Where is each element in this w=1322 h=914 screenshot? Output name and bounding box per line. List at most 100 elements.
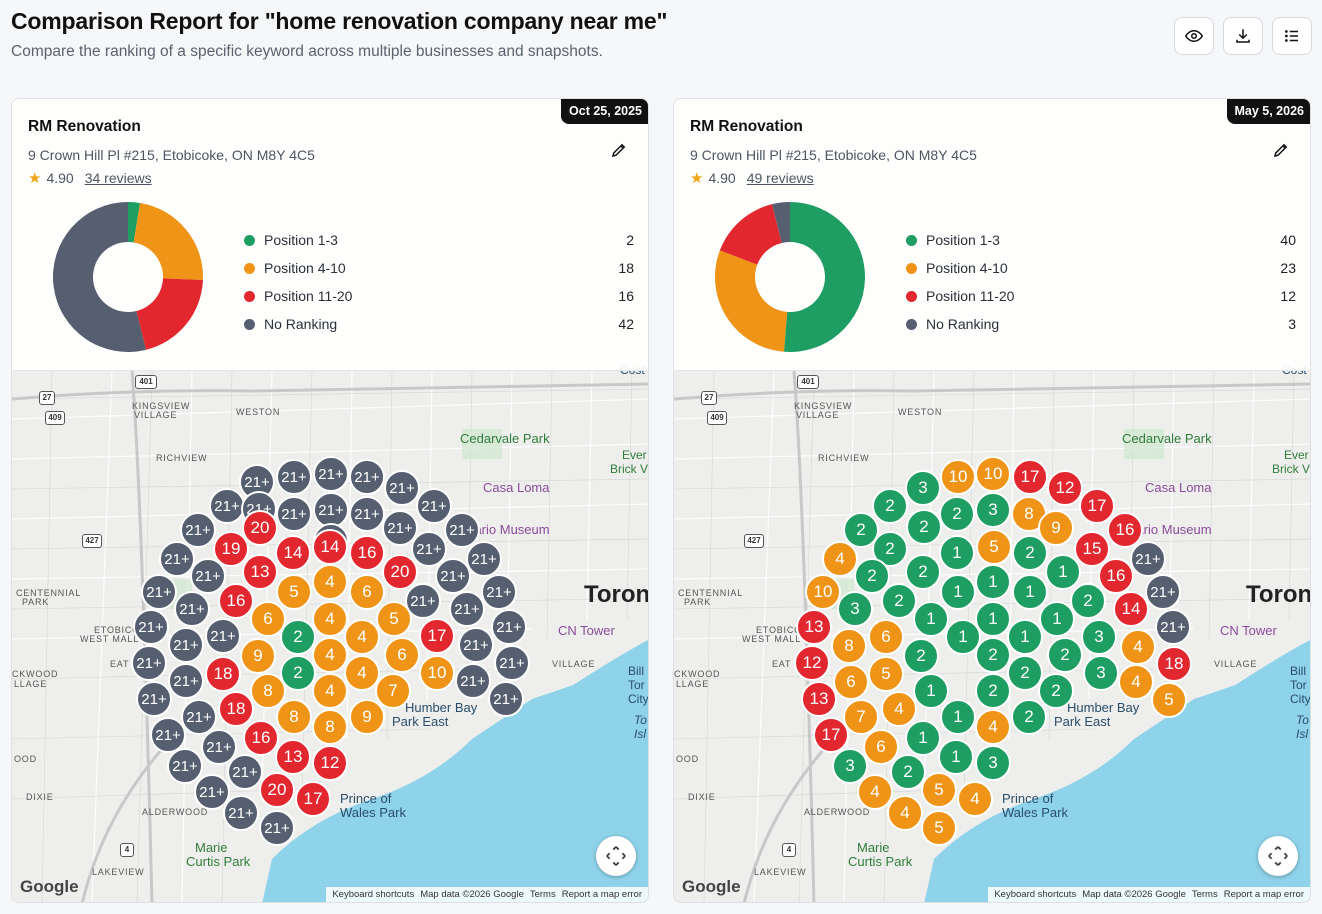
grid-rank-pin[interactable]: 2 <box>1012 535 1048 571</box>
grid-rank-pin[interactable]: 8 <box>312 709 348 745</box>
grid-rank-pin[interactable]: 1 <box>1007 619 1043 655</box>
grid-rank-pin[interactable]: 4 <box>975 709 1011 745</box>
grid-rank-pin[interactable]: 1 <box>1012 574 1048 610</box>
grid-rank-pin[interactable]: 2 <box>1038 673 1074 709</box>
grid-rank-pin[interactable]: 21+ <box>1145 574 1181 610</box>
grid-rank-pin[interactable]: 1 <box>905 720 941 756</box>
grid-rank-pin[interactable]: 6 <box>384 637 420 673</box>
grid-rank-pin[interactable]: 5 <box>921 772 957 808</box>
grid-rank-pin[interactable]: 21+ <box>194 774 230 810</box>
grid-rank-pin[interactable]: 18 <box>1156 646 1192 682</box>
grid-rank-pin[interactable]: 21+ <box>168 663 204 699</box>
report-error-link[interactable]: Report a map error <box>561 889 642 900</box>
grid-rank-pin[interactable]: 21+ <box>227 754 263 790</box>
grid-rank-pin[interactable]: 10 <box>419 655 455 691</box>
grid-rank-pin[interactable]: 16 <box>218 583 254 619</box>
grid-rank-pin[interactable]: 21+ <box>180 512 216 548</box>
grid-rank-pin[interactable]: 21+ <box>449 591 485 627</box>
grid-rank-pin[interactable]: 16 <box>1107 512 1143 548</box>
grid-rank-pin[interactable]: 2 <box>872 488 908 524</box>
grid-rank-pin[interactable]: 21+ <box>435 558 471 594</box>
grid-rank-pin[interactable]: 13 <box>801 681 837 717</box>
grid-rank-pin[interactable]: 21+ <box>416 488 452 524</box>
grid-rank-pin[interactable]: 4 <box>312 564 348 600</box>
grid-rank-pin[interactable]: 4 <box>344 619 380 655</box>
grid-rank-pin[interactable]: 17 <box>1012 459 1048 495</box>
grid-rank-pin[interactable]: 9 <box>240 638 276 674</box>
grid-rank-pin[interactable]: 1 <box>939 535 975 571</box>
grid-rank-pin[interactable]: 5 <box>921 810 957 846</box>
grid-rank-pin[interactable]: 18 <box>218 691 254 727</box>
grid-rank-pin[interactable]: 21+ <box>384 470 420 506</box>
grid-rank-pin[interactable]: 21+ <box>136 681 172 717</box>
grid-rank-pin[interactable]: 21+ <box>181 699 217 735</box>
grid-rank-pin[interactable]: 1 <box>940 699 976 735</box>
grid-rank-pin[interactable]: 2 <box>881 583 917 619</box>
grid-rank-pin[interactable]: 1 <box>913 601 949 637</box>
grid-rank-pin[interactable]: 2 <box>280 619 316 655</box>
grid-rank-pin[interactable]: 2 <box>1007 655 1043 691</box>
grid-rank-pin[interactable]: 2 <box>975 673 1011 709</box>
grid-rank-pin[interactable]: 12 <box>1047 470 1083 506</box>
grid-rank-pin[interactable]: 21+ <box>150 717 186 753</box>
grid-rank-pin[interactable]: 5 <box>868 656 904 692</box>
grid-rank-pin[interactable]: 18 <box>205 656 241 692</box>
grid-rank-pin[interactable]: 13 <box>242 554 278 590</box>
grid-rank-pin[interactable]: 19 <box>213 531 249 567</box>
grid-rank-pin[interactable]: 21+ <box>444 512 480 548</box>
grid-rank-pin[interactable]: 4 <box>857 774 893 810</box>
terms-link[interactable]: Terms <box>529 889 556 900</box>
grid-rank-pin[interactable]: 1 <box>1045 554 1081 590</box>
grid-rank-pin[interactable]: 4 <box>1120 629 1156 665</box>
grid-rank-pin[interactable]: 21+ <box>455 663 491 699</box>
grid-rank-pin[interactable]: 21+ <box>131 645 167 681</box>
grid-rank-pin[interactable]: 2 <box>1047 637 1083 673</box>
grid-rank-pin[interactable]: 13 <box>275 739 311 775</box>
map-recenter-button[interactable] <box>596 836 636 876</box>
grid-rank-pin[interactable]: 4 <box>312 637 348 673</box>
grid-rank-pin[interactable]: 21+ <box>313 456 349 492</box>
grid-rank-pin[interactable]: 8 <box>276 699 312 735</box>
grid-rank-pin[interactable]: 17 <box>813 717 849 753</box>
grid-rank-pin[interactable]: 3 <box>975 745 1011 781</box>
grid-rank-pin[interactable]: 21+ <box>458 627 494 663</box>
grid-rank-pin[interactable]: 20 <box>382 554 418 590</box>
grid-rank-pin[interactable]: 21+ <box>167 748 203 784</box>
grid-rank-pin[interactable]: 21+ <box>1155 609 1191 645</box>
grid-rank-pin[interactable]: 4 <box>957 781 993 817</box>
grid-rank-pin[interactable]: 14 <box>1113 591 1149 627</box>
list-button[interactable] <box>1272 17 1312 55</box>
grid-rank-pin[interactable]: 21+ <box>466 541 502 577</box>
keyboard-shortcuts-link[interactable]: Keyboard shortcuts <box>332 889 415 900</box>
grid-rank-pin[interactable]: 7 <box>843 699 879 735</box>
grid-rank-pin[interactable]: 21+ <box>494 645 530 681</box>
grid-rank-pin[interactable]: 7 <box>375 673 411 709</box>
keyboard-shortcuts-link[interactable]: Keyboard shortcuts <box>994 889 1077 900</box>
grid-rank-pin[interactable]: 1 <box>945 619 981 655</box>
grid-rank-pin[interactable]: 2 <box>1011 699 1047 735</box>
grid-rank-pin[interactable]: 12 <box>794 645 830 681</box>
grid-rank-pin[interactable]: 9 <box>1038 510 1074 546</box>
edit-button[interactable] <box>610 141 632 163</box>
grid-rank-pin[interactable]: 3 <box>975 492 1011 528</box>
grid-rank-pin[interactable]: 20 <box>259 772 295 808</box>
grid-rank-pin[interactable]: 2 <box>1070 583 1106 619</box>
grid-rank-pin[interactable]: 21+ <box>133 609 169 645</box>
grid-rank-pin[interactable]: 4 <box>1118 664 1154 700</box>
view-button[interactable] <box>1174 17 1214 55</box>
grid-rank-pin[interactable]: 5 <box>276 574 312 610</box>
grid-rank-pin[interactable]: 1 <box>913 673 949 709</box>
grid-rank-pin[interactable]: 5 <box>976 529 1012 565</box>
grid-rank-pin[interactable]: 2 <box>903 638 939 674</box>
grid-rank-pin[interactable]: 5 <box>1151 682 1187 718</box>
grid-rank-pin[interactable]: 21+ <box>190 558 226 594</box>
grid-rank-pin[interactable]: 21+ <box>382 510 418 546</box>
grid-rank-pin[interactable]: 2 <box>939 496 975 532</box>
grid-rank-pin[interactable]: 21+ <box>223 795 259 831</box>
grid-rank-pin[interactable]: 16 <box>349 535 385 571</box>
grid-rank-pin[interactable]: 2 <box>905 554 941 590</box>
grid-rank-pin[interactable]: 13 <box>796 609 832 645</box>
grid-rank-pin[interactable]: 21+ <box>209 488 245 524</box>
grid-rank-pin[interactable]: 10 <box>805 574 841 610</box>
grid-rank-pin[interactable]: 17 <box>295 781 331 817</box>
